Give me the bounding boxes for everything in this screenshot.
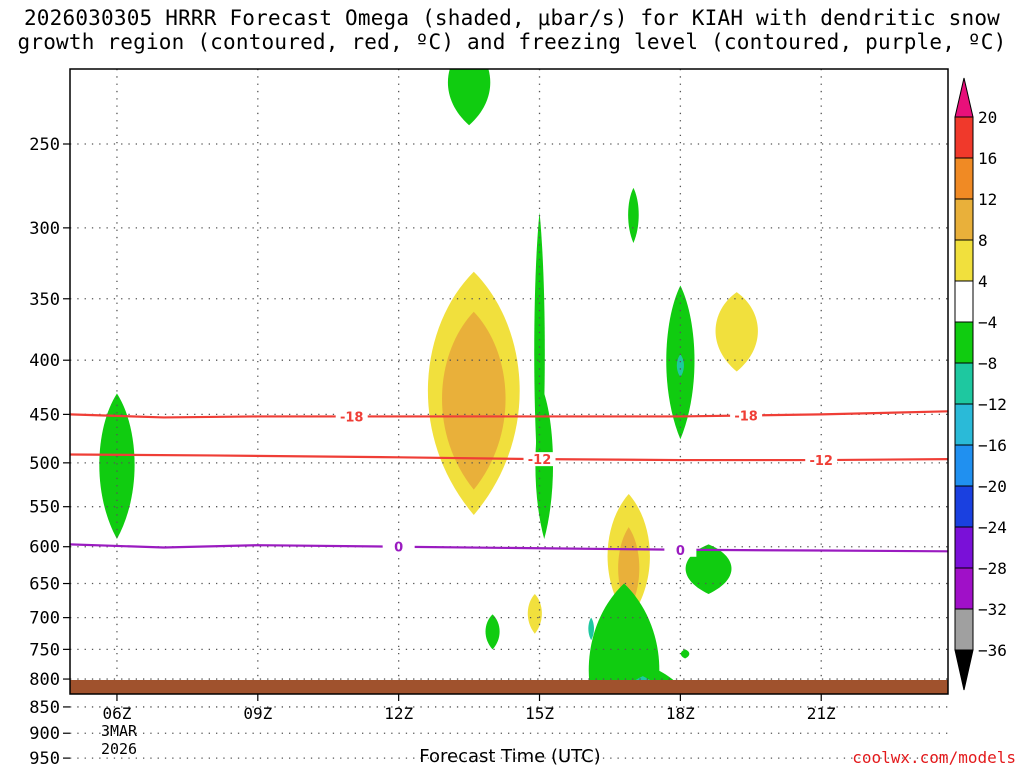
x-tick-label-18Z: 18Z [666, 704, 695, 723]
colorbar-band-5 [955, 322, 973, 363]
colorbar-band-8 [955, 445, 973, 486]
colorbar-label-2: 12 [978, 190, 997, 209]
colorbar-label-1: 16 [978, 149, 997, 168]
contour-label-2-1: 0 [676, 544, 685, 559]
colorbar-band-6 [955, 363, 973, 404]
y-tick-label-700: 700 [29, 609, 60, 629]
omega-shading [99, 41, 960, 768]
colorbar-label-12: −32 [978, 600, 1007, 619]
omega-region-16 [486, 614, 500, 649]
colorbar-label-6: −8 [978, 354, 997, 373]
omega-region-7 [628, 188, 639, 243]
omega-region-15 [528, 594, 542, 634]
colorbar-top-arrow [955, 78, 973, 117]
colorbar-band-7 [955, 404, 973, 445]
colorbar-band-11 [955, 568, 973, 609]
y-tick-label-550: 550 [29, 498, 60, 518]
y-tick-label-850: 850 [29, 698, 60, 718]
colorbar-label-10: −24 [978, 518, 1007, 537]
y-tick-label-350: 350 [29, 290, 60, 310]
colorbar-label-9: −20 [978, 477, 1007, 496]
omega-region-23 [619, 693, 658, 736]
colorbar-band-4 [955, 281, 973, 322]
colorbar-band-0 [955, 117, 973, 158]
y-tick-label-400: 400 [29, 351, 60, 371]
x-tick-label-09Z: 09Z [243, 704, 272, 723]
contour-label-0-1: -18 [734, 409, 758, 424]
colorbar-band-3 [955, 240, 973, 281]
y-tick-label-650: 650 [29, 575, 60, 595]
start-date-year: 2026 [89, 740, 149, 758]
x-tick-label-12Z: 12Z [384, 704, 413, 723]
x-tick-label-15Z: 15Z [525, 704, 554, 723]
colorbar-label-4: 4 [978, 272, 988, 291]
start-date-day: 3MAR [89, 722, 149, 740]
omega-region-33 [769, 725, 808, 750]
x-axis-label: Forecast Time (UTC) [350, 746, 670, 767]
x-tick-label-21Z: 21Z [807, 704, 836, 723]
colorbar-label-7: −12 [978, 395, 1007, 414]
contour-line-2 [70, 544, 948, 551]
omega-time-height-chart: -18 -18 -12 -12 0 0 250 300 350 400 450 500 550 600 6… [0, 0, 1024, 768]
omega-region-24 [618, 699, 650, 731]
y-tick-label-500: 500 [29, 454, 60, 474]
colorbar-label-5: −4 [978, 313, 997, 332]
colorbar-band-10 [955, 527, 973, 568]
omega-region-27 [681, 649, 689, 658]
y-tick-label-800: 800 [29, 670, 60, 690]
omega-region-26 [622, 707, 636, 723]
colorbar-label-3: 8 [978, 231, 988, 250]
colorbar-bottom-arrow [955, 650, 973, 690]
y-axis-ticks: 250 300 350 400 450 500 550 600 650 700 750 800 850 9… [19, 135, 70, 768]
y-tick-label-300: 300 [29, 219, 60, 239]
source-credit[interactable]: coolwx.com/models [852, 748, 1016, 767]
colorbar-band-9 [955, 486, 973, 527]
x-tick-label-06Z: 06Z [102, 704, 131, 723]
y-tick-label-750: 750 [29, 640, 60, 660]
y-tick-label-600: 600 [29, 538, 60, 558]
colorbar-band-12 [955, 609, 973, 650]
contour-label-1-0: -12 [528, 453, 552, 468]
contour-label-2-0: 0 [394, 541, 403, 556]
omega-region-25 [619, 701, 647, 728]
omega-region-10 [716, 292, 758, 371]
colorbar-label-0: 20 [978, 108, 997, 127]
colorbar-label-11: −28 [978, 559, 1007, 578]
omega-region-32 [760, 720, 816, 755]
colorbar-band-1 [955, 158, 973, 199]
contour-label-0-0: -18 [340, 410, 364, 425]
colorbar: 20 16 12 8 4 −4 −8 −12 −16 −20 −24 −28 −32 −36 [955, 78, 1007, 690]
y-tick-label-900: 900 [29, 724, 60, 744]
x-axis-ticks: 06Z 09Z 12Z 15Z 18Z 21Z [102, 694, 836, 723]
colorbar-label-13: −36 [978, 641, 1007, 660]
y-tick-label-450: 450 [29, 405, 60, 425]
omega-region-1 [448, 41, 490, 125]
ground-surface-bar [70, 680, 948, 694]
y-tick-label-250: 250 [29, 135, 60, 155]
colorbar-label-8: −16 [978, 436, 1007, 455]
omega-region-22 [620, 688, 666, 741]
y-tick-label-950: 950 [29, 749, 60, 768]
colorbar-band-2 [955, 199, 973, 240]
contour-label-1-1: -12 [809, 454, 833, 469]
